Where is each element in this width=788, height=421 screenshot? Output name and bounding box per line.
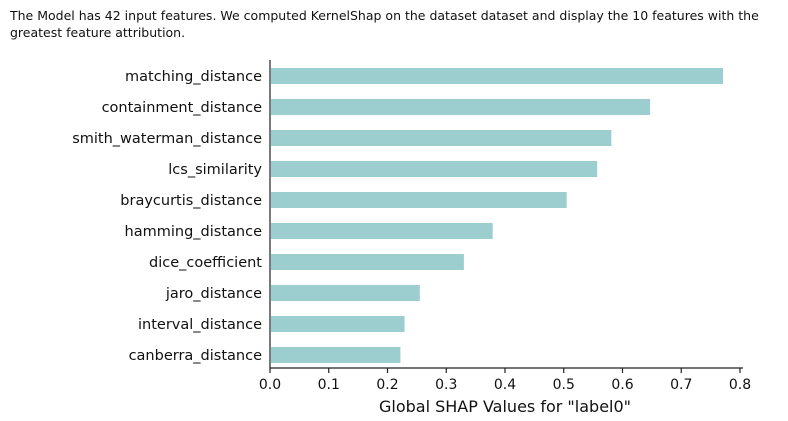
category-label: canberra_distance	[129, 348, 262, 364]
category-label: interval_distance	[138, 317, 262, 333]
x-tick-label: 0.0	[259, 377, 281, 393]
category-label: braycurtis_distance	[120, 193, 262, 209]
x-tick-label: 0.7	[670, 377, 692, 393]
category-label: containment_distance	[102, 100, 263, 116]
x-tick-label: 0.3	[435, 377, 457, 393]
x-axis-title: Global SHAP Values for "label0"	[379, 397, 631, 416]
category-labels-group: matching_distance containment_distancesmi…	[72, 69, 262, 364]
bar-interval-distance	[271, 316, 405, 332]
category-label: matching_distance	[125, 69, 262, 85]
x-tick-label: 0.4	[494, 377, 516, 393]
bar-containment-distance	[271, 99, 651, 115]
bar-braycurtis-distance	[271, 192, 567, 208]
category-label: hamming_distance	[125, 224, 263, 240]
bar-matching-distance	[271, 68, 723, 84]
x-tick-label: 0.6	[611, 377, 633, 393]
category-label: dice_coefficient	[149, 255, 262, 271]
bars-group	[271, 68, 723, 363]
x-ticks-group: 0.0 0.1 0.2 0.3 0.4 0.5 0.6 0.7 0.8	[259, 368, 751, 393]
category-label: smith_waterman_distance	[72, 131, 262, 147]
bar-jaro-distance	[271, 285, 420, 301]
bar-hamming-distance	[271, 223, 493, 239]
x-tick-label: 0.8	[729, 377, 751, 393]
bar-dice-coefficient	[271, 254, 464, 270]
category-label: jaro_distance	[165, 286, 262, 302]
x-tick-label: 0.1	[318, 377, 340, 393]
bar-lcs-similarity	[271, 161, 598, 177]
bar-canberra-distance	[271, 347, 401, 363]
intro-text: The Model has 42 input features. We comp…	[10, 8, 759, 40]
x-tick-label: 0.2	[376, 377, 398, 393]
x-tick-label: 0.5	[553, 377, 575, 393]
bar-smith-waterman-distance	[271, 130, 612, 146]
category-label: lcs_similarity	[168, 162, 262, 178]
